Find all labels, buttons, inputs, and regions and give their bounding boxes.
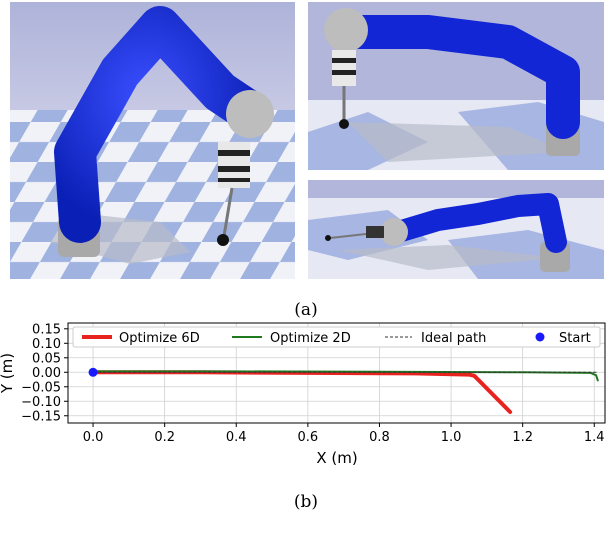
robot-render-main: [10, 2, 295, 279]
robot-render-bottom-right: [308, 180, 604, 279]
robot-render-top-right: [308, 2, 604, 170]
legend-label-optimize-2d: Optimize 2D: [270, 331, 351, 346]
trajectory-chart: 0.0 0.2 0.4 0.6 0.8 1.0 1.2 1.4 0.150.100.050.00…: [0, 322, 606, 467]
series-line-optimize-6d: [91, 370, 513, 414]
caption-b: (b): [293, 492, 319, 512]
legend: Optimize 6D Optimize 2D Ideal path Start: [72, 326, 601, 348]
x-tick-label: 0.6: [298, 430, 319, 445]
x-tick-label: 0.8: [369, 430, 390, 445]
y-axis-label: Y (m): [0, 353, 16, 394]
y-tick-label: 0.10: [32, 337, 61, 352]
x-tick-label: 0.2: [154, 430, 175, 445]
y-tick-label: 0.15: [32, 322, 61, 337]
y-tick-label: −0.05: [21, 380, 61, 395]
plot-frame: [67, 322, 606, 424]
legend-label-start: Start: [559, 331, 591, 346]
y-tick-label: −0.10: [21, 395, 61, 410]
x-tick-label: 1.0: [441, 430, 462, 445]
legend-label-optimize-6d: Optimize 6D: [119, 331, 200, 346]
y-tick-label: 0.05: [32, 351, 61, 366]
legend-swatch-start: [535, 332, 545, 342]
x-tick-label: 1.4: [584, 430, 605, 445]
y-tick-label: −0.15: [21, 409, 61, 424]
legend-label-ideal-path: Ideal path: [421, 331, 486, 346]
x-axis-label: X (m): [316, 449, 357, 467]
caption-a: (a): [294, 300, 318, 320]
y-tick-label: 0.00: [32, 366, 61, 381]
x-tick-label: 0.4: [226, 430, 247, 445]
x-tick-label: 1.2: [512, 430, 533, 445]
point-start: [88, 367, 98, 377]
x-tick-label: 0.0: [83, 430, 104, 445]
